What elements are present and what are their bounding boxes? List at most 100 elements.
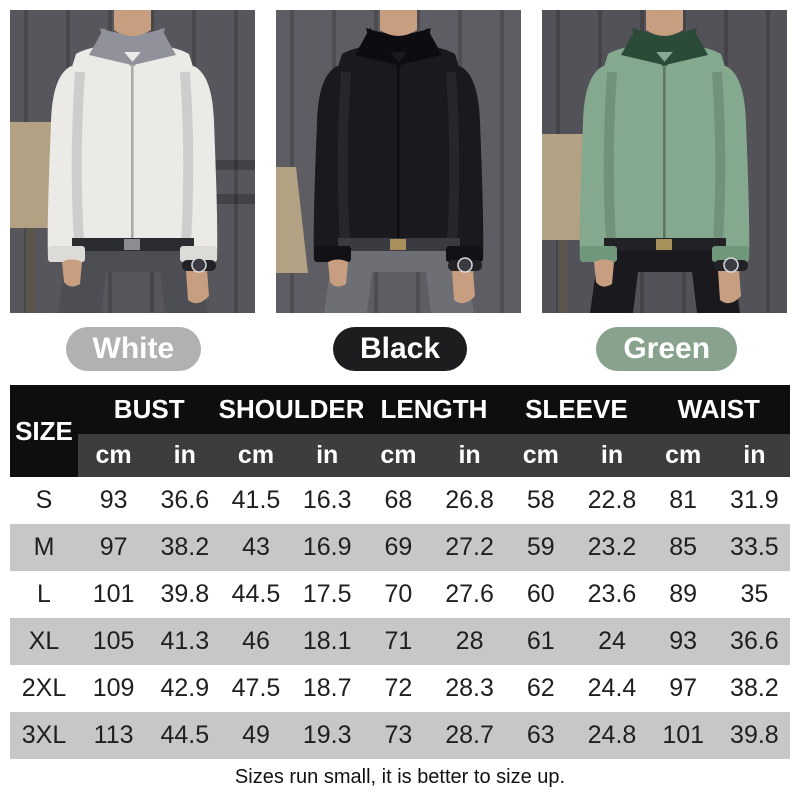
unit-header-cm: cm (78, 434, 150, 477)
watch-face (191, 257, 207, 273)
size-chart-table: SIZE BUST SHOULDER LENGTH SLEEVE WAIST c… (10, 385, 790, 759)
value-cell: 42.9 (149, 665, 221, 712)
right-hand (718, 267, 741, 304)
value-cell: 36.6 (718, 618, 790, 665)
size-cell: 3XL (10, 712, 78, 759)
value-cell: 101 (78, 571, 150, 618)
unit-header-in: in (576, 434, 648, 477)
value-cell: 58 (505, 477, 577, 524)
value-cell: 62 (505, 665, 577, 712)
value-cell: 105 (78, 618, 150, 665)
value-cell: 17.5 (291, 571, 363, 618)
value-cell: 28.7 (433, 712, 506, 759)
cuffs (48, 246, 217, 262)
watch-face (457, 257, 473, 273)
value-cell: 69 (362, 524, 434, 571)
value-cell: 16.3 (291, 477, 363, 524)
value-cell: 19.3 (291, 712, 363, 759)
value-cell: 60 (505, 571, 577, 618)
value-cell: 97 (78, 524, 150, 571)
black-shirt-model-illustration (276, 10, 521, 313)
color-swatch-green[interactable]: Green (596, 327, 738, 371)
cuffs (580, 246, 749, 262)
value-cell: 28.3 (433, 665, 506, 712)
trousers (58, 242, 208, 313)
value-cell: 113 (78, 712, 150, 759)
value-cell: 44.5 (149, 712, 221, 759)
size-cell: M (10, 524, 78, 571)
value-cell: 101 (647, 712, 719, 759)
value-cell: 72 (362, 665, 434, 712)
value-cell: 49 (220, 712, 292, 759)
value-cell: 47.5 (220, 665, 292, 712)
unit-header-cm: cm (505, 434, 577, 477)
size-cell: S (10, 477, 78, 524)
value-cell: 44.5 (220, 571, 292, 618)
swatch-label-green: Green (623, 332, 711, 365)
left-hand (594, 259, 614, 287)
color-swatch-row: White Black Green (0, 313, 800, 385)
unit-header-in: in (718, 434, 790, 477)
value-cell: 41.5 (220, 477, 292, 524)
swatch-col-green: Green (533, 327, 800, 371)
value-cell: 24 (576, 618, 648, 665)
lamp (276, 167, 308, 273)
collar (355, 28, 442, 66)
value-cell: 39.8 (718, 712, 790, 759)
left-hand (328, 259, 348, 287)
collar (621, 28, 708, 66)
shirt (579, 43, 750, 260)
column-header-length: LENGTH (362, 385, 506, 434)
value-cell: 36.6 (149, 477, 221, 524)
model-photos-row (10, 10, 800, 313)
value-cell: 38.2 (149, 524, 221, 571)
value-cell: 27.2 (433, 524, 506, 571)
size-cell: XL (10, 618, 78, 665)
photo-black-shirt (276, 10, 521, 313)
value-cell: 93 (647, 618, 719, 665)
watch-face (723, 257, 739, 273)
left-hand (62, 259, 82, 287)
shirt (47, 43, 218, 260)
value-cell: 61 (505, 618, 577, 665)
photo-white-shirt (10, 10, 255, 313)
size-cell: L (10, 571, 78, 618)
unit-header-cm: cm (362, 434, 434, 477)
right-hand (186, 267, 209, 304)
value-cell: 24.4 (576, 665, 648, 712)
value-cell: 70 (362, 571, 434, 618)
column-header-shoulder: SHOULDER (219, 385, 365, 434)
right-hand (452, 267, 475, 304)
value-cell: 23.2 (576, 524, 648, 571)
swatch-col-white: White (0, 327, 267, 371)
value-cell: 41.3 (149, 618, 221, 665)
value-cell: 27.6 (433, 571, 506, 618)
color-swatch-black[interactable]: Black (332, 327, 468, 371)
neck (646, 10, 683, 36)
value-cell: 35 (718, 571, 790, 618)
white-shirt-model-illustration (10, 10, 255, 313)
value-cell: 89 (647, 571, 719, 618)
swatch-label-white: White (92, 332, 175, 365)
sizing-note: Sizes run small, it is better to size up… (234, 766, 566, 788)
green-shirt-model-illustration (542, 10, 787, 313)
value-cell: 93 (78, 477, 150, 524)
size-cell: 2XL (10, 665, 78, 712)
color-swatch-white[interactable]: White (65, 327, 202, 371)
swatch-label-black: Black (359, 332, 441, 365)
neck (380, 10, 417, 36)
value-cell: 31.9 (718, 477, 790, 524)
swatch-col-black: Black (267, 327, 534, 371)
value-cell: 71 (362, 618, 434, 665)
trousers (324, 242, 474, 313)
value-cell: 22.8 (576, 477, 648, 524)
value-cell: 28 (433, 618, 506, 665)
value-cell: 18.1 (291, 618, 363, 665)
value-cell: 43 (220, 524, 292, 571)
shirt (313, 43, 484, 260)
column-header-bust: BUST (78, 385, 221, 434)
unit-header-cm: cm (220, 434, 292, 477)
belt-buckle (656, 239, 672, 250)
unit-header-in: in (433, 434, 506, 477)
